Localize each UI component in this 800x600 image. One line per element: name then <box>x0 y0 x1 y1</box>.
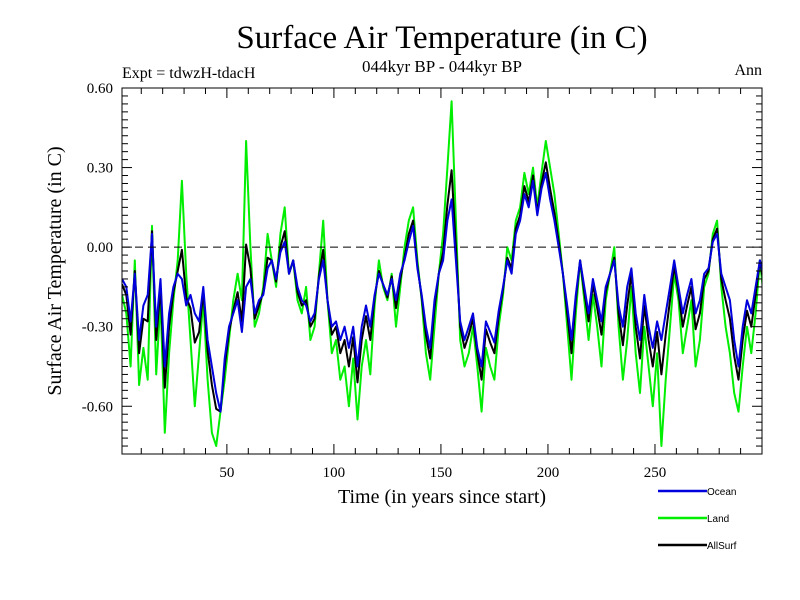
y-tick-label: -0.30 <box>82 320 113 336</box>
legend-label-land: Land <box>707 514 729 525</box>
series-line-land <box>122 100 762 447</box>
y-tick-label: -0.60 <box>82 399 113 415</box>
experiment-label: Expt = tdwzH-tdacH <box>122 65 256 82</box>
x-axis-label: Time (in years since start) <box>338 486 546 508</box>
x-tick-label: 150 <box>430 465 453 481</box>
y-tick-label: 0.30 <box>87 161 113 177</box>
y-tick-label: 0.60 <box>87 81 113 97</box>
y-tick-label: 0.00 <box>87 240 113 256</box>
axis-ticks: 50 100 150 200 250 0.60 0.30 0.00 -0.30 -0.60 <box>82 81 762 481</box>
season-label: Ann <box>734 62 762 79</box>
y-axis-label: Surface Air Temperature (in C) <box>44 146 66 395</box>
legend: Ocean Land AllSurf <box>658 487 737 552</box>
x-tick-label: 50 <box>219 465 234 481</box>
series-layer <box>122 100 762 447</box>
chart-title: Surface Air Temperature (in C) <box>236 20 647 56</box>
x-tick-label: 200 <box>537 465 560 481</box>
chart-subtitle: 044kyr BP - 044kyr BP <box>362 57 522 76</box>
series-line-ocean <box>122 171 762 413</box>
x-tick-label: 250 <box>644 465 667 481</box>
legend-label-allsurf: AllSurf <box>707 541 737 552</box>
series-line-allsurf <box>122 161 762 413</box>
x-tick-label: 100 <box>323 465 346 481</box>
legend-label-ocean: Ocean <box>707 487 736 498</box>
